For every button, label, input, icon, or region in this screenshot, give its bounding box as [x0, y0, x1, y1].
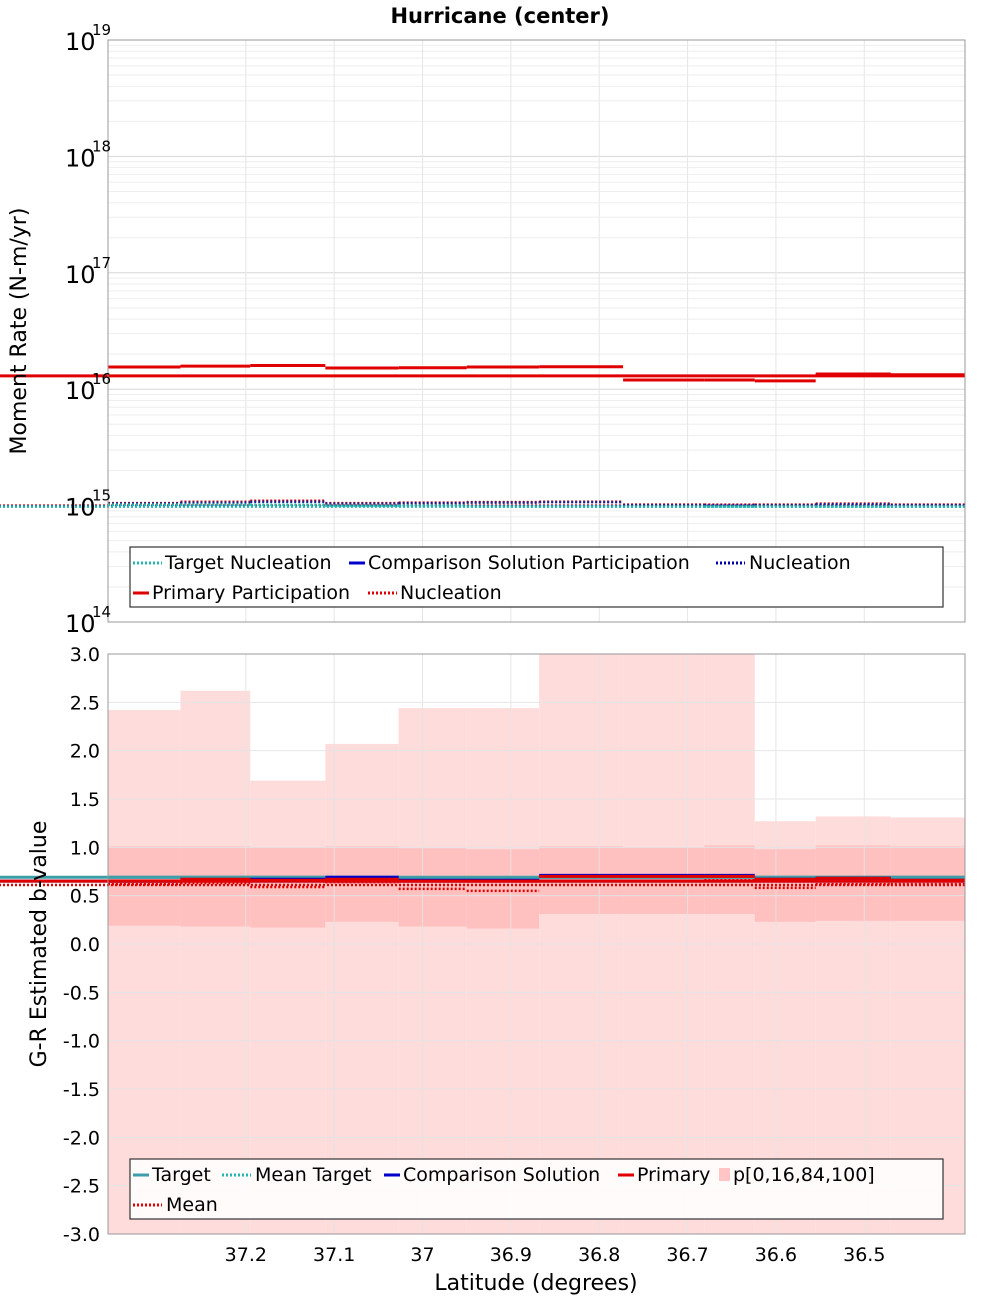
y-tick-label-exponent: 16: [92, 370, 111, 388]
b-value-panel: -3.0 -2.5 -2.0 -1.5 -1.0 -0.5 0.0 0.5 1.0 1.5 2.0 2…: [0, 644, 966, 1296]
y-tick-label: 2.0: [70, 741, 100, 763]
percentile-band-outer: [180, 690, 251, 1234]
percentile-band-inner: [466, 849, 540, 929]
y-tick-label: -0.5: [63, 982, 100, 1004]
x-tick-label: 36.8: [578, 1244, 620, 1266]
y-tick-label: 1.0: [70, 837, 100, 859]
moment-rate-legend: Target Nucleation Comparison Solution Pa…: [129, 546, 944, 608]
x-tick-label: 36.5: [843, 1244, 885, 1266]
y-tick-label-exponent: 15: [92, 487, 111, 505]
y-tick-label: -3.0: [63, 1224, 100, 1246]
legend-label-target: Target: [151, 1164, 211, 1186]
percentile-band-outer: [398, 708, 467, 1234]
b-value-y-axis-label: G-R Estimated b-value: [27, 821, 52, 1068]
y-tick-label: 0.0: [70, 934, 100, 956]
y-tick-label: 0.5: [70, 886, 100, 908]
y-tick-label: -1.0: [63, 1031, 100, 1053]
legend-label-mean: Mean: [166, 1194, 218, 1216]
y-tick-label: 10: [65, 261, 96, 289]
latitude-x-ticks: 37.2 37.1 37 36.9 36.8 36.7 36.6 36.5: [225, 1244, 886, 1266]
moment-rate-legend-box: [129, 546, 944, 608]
percentile-band-inner: [325, 846, 399, 922]
moment-rate-frame: [107, 39, 966, 623]
y-tick-label: 1.5: [70, 789, 100, 811]
x-tick-label: 37.1: [313, 1244, 355, 1266]
moment-rate-series: [0, 363, 965, 508]
moment-rate-y-axis-label: Moment Rate (N-m/yr): [7, 208, 32, 455]
legend-label-mean-target: Mean Target: [255, 1164, 372, 1186]
x-tick-label: 37.2: [225, 1244, 267, 1266]
legend-label-comparison-participation: Comparison Solution Participation: [368, 552, 690, 574]
percentile-band-outer: [108, 710, 181, 1234]
b-value-y-ticks: -3.0 -2.5 -2.0 -1.5 -1.0 -0.5 0.0 0.5 1.0 1.5 2.0 2…: [63, 644, 100, 1246]
legend-label-target-nucleation: Target Nucleation: [164, 552, 332, 574]
moment-rate-gridlines: [108, 40, 965, 623]
legend-label-comparison-nucleation: Nucleation: [749, 552, 851, 574]
y-tick-label: 10: [65, 144, 96, 172]
y-tick-label: 10: [65, 610, 96, 638]
b-value-legend: Target Mean Target Comparison Solution P…: [129, 1158, 944, 1220]
percentile-band-inner: [180, 846, 251, 927]
legend-label-primary: Primary: [637, 1164, 710, 1186]
y-tick-label-exponent: 19: [92, 21, 111, 39]
percentile-band-outer: [466, 708, 540, 1234]
b-value-frame: [107, 653, 966, 1235]
percentile-band-inner: [398, 848, 467, 927]
x-tick-label: 36.6: [755, 1244, 797, 1266]
x-axis-label: Latitude (degrees): [434, 1271, 637, 1296]
y-tick-label: 10: [65, 377, 96, 405]
y-tick-label: 3.0: [70, 644, 100, 666]
percentile-band-outer: [325, 743, 399, 1234]
y-tick-label: 10: [65, 494, 96, 522]
y-tick-label-exponent: 18: [92, 137, 111, 155]
x-tick-label: 36.9: [490, 1244, 532, 1266]
legend-label-primary-participation: Primary Participation: [152, 582, 350, 604]
legend-swatch-percentiles: [719, 1168, 730, 1181]
y-tick-label: -2.0: [63, 1127, 100, 1149]
legend-label-percentiles: p[0,16,84,100]: [733, 1164, 875, 1186]
b-value-legend-box: [129, 1158, 944, 1220]
x-tick-label: 37: [410, 1244, 434, 1266]
chart-title: Hurricane (center): [390, 4, 609, 28]
moment-rate-plot-area: [108, 40, 965, 622]
legend-label-comparison-solution: Comparison Solution: [403, 1164, 600, 1186]
y-tick-label: -2.5: [63, 1176, 100, 1198]
b-value-series: [0, 873, 965, 893]
y-tick-label: -1.5: [63, 1079, 100, 1101]
y-tick-label-exponent: 17: [92, 254, 111, 272]
legend-label-primary-nucleation: Nucleation: [400, 582, 502, 604]
y-tick-label-exponent: 14: [92, 603, 111, 621]
y-tick-label: 2.5: [70, 692, 100, 714]
y-tick-label: 10: [65, 28, 96, 56]
x-tick-label: 36.7: [666, 1244, 708, 1266]
